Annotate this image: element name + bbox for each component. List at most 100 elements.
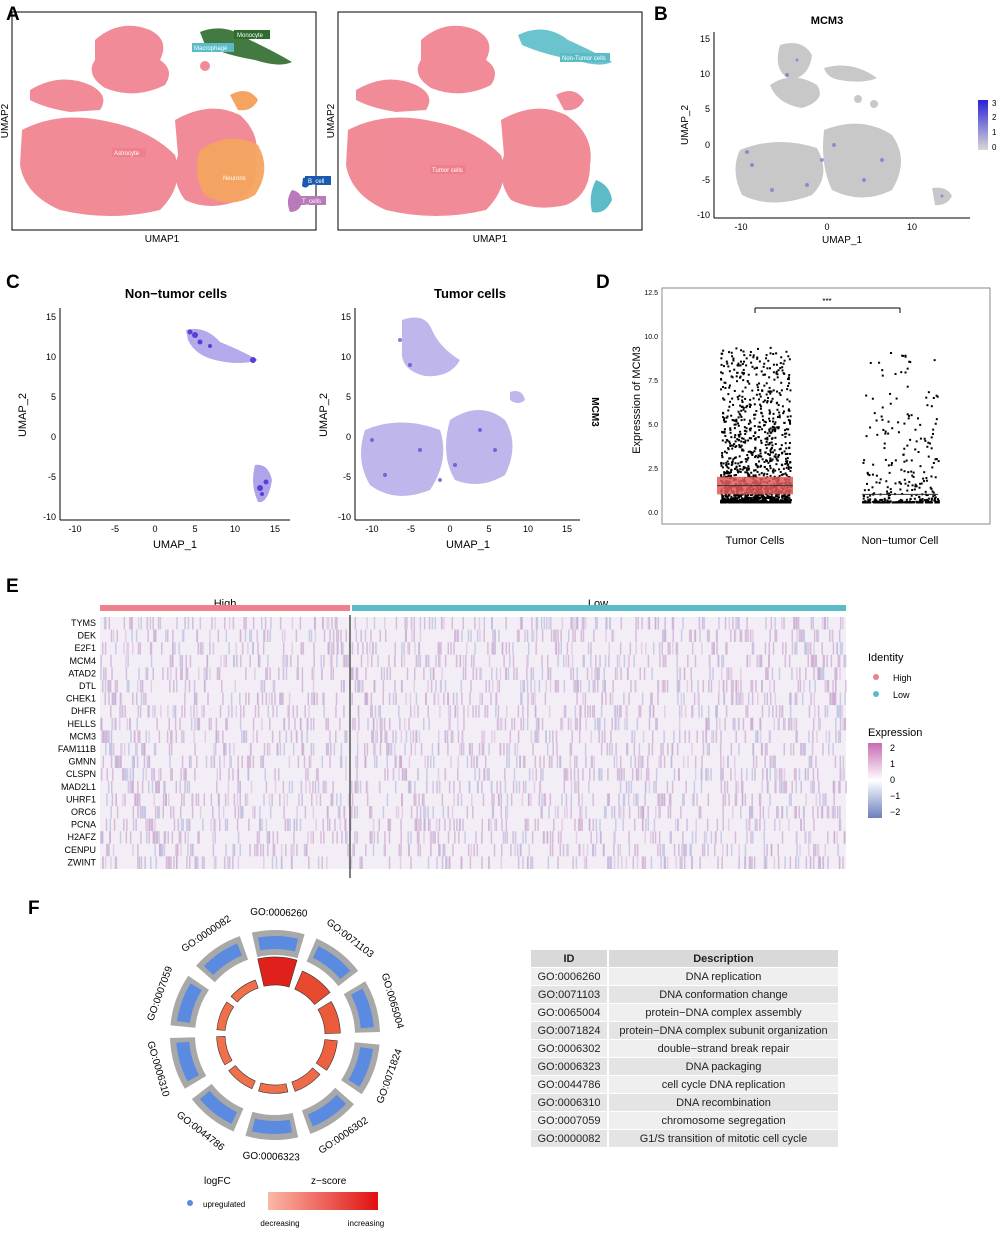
e-heat-cell [190,705,192,718]
d-point-tumor [759,407,762,410]
e-heat-cell [295,629,298,643]
e-heat-cell [110,654,112,668]
e-heat-cell [723,692,726,706]
d-point-nontumor [881,499,884,502]
e-heat-cell [413,629,415,643]
d-point-tumor [769,474,772,477]
e-heat-cell [831,692,834,706]
e-heat-cell [331,642,333,655]
e-heat-cell [347,793,350,806]
e-heat-row [100,692,846,706]
e-heat-cell [587,705,589,718]
e-heat-cell [274,780,277,794]
e-heat-cell [763,818,766,832]
d-point-tumor [752,356,755,359]
e-heat-cell [504,717,507,731]
d-point-nontumor [912,501,915,504]
e-heat-cell [767,667,769,680]
e-heat-cell [722,793,724,806]
e-heat-cell [125,629,127,643]
e-heat-cell [411,629,413,643]
d-point-tumor [779,362,782,365]
f-table-row: GO:0006323 DNA packaging [531,1057,838,1076]
e-heat-cell [802,806,805,819]
e-heat-cell [490,818,492,832]
e-heat-cell [447,642,450,655]
e-heat-cell [323,831,325,844]
e-heat-cell [792,743,795,756]
e-heat-cell [843,768,845,781]
d-point-nontumor [871,473,874,476]
d-point-tumor [761,415,764,418]
d-point-tumor [784,495,787,498]
d-point-tumor [757,436,760,439]
e-heat-cell [813,818,815,832]
e-heat-cell [822,654,825,668]
e-heat-cell [481,730,483,743]
d-point-tumor [723,428,726,431]
d-point-tumor [767,443,770,446]
e-heat-cell [237,856,240,869]
e-heat-cell [672,617,674,630]
d-point-tumor [758,360,761,363]
e-heat-cell [609,617,611,630]
e-heat-cell [680,705,683,718]
e-heat-cell [129,831,132,844]
e-heat-cell [409,705,412,718]
e-heat-cell [476,780,479,794]
e-heat-cell [157,617,160,630]
e-heat-cell [824,843,827,857]
e-heat-cell [596,667,598,680]
d-point-nontumor [865,394,868,397]
e-heat-cell [604,654,607,668]
e-heat-cell [804,768,807,781]
e-heat-cell [685,843,688,857]
e-heat-cell [106,768,108,781]
d-point-nontumor [926,404,929,407]
e-heat-cell [569,743,572,756]
e-heat-cell [431,743,434,756]
f-ring-logfc [348,1047,374,1087]
d-point-tumor [771,444,774,447]
d-point-nontumor [884,432,887,435]
e-heat-cell [427,680,429,693]
e-heat-cell [579,680,582,693]
e-heat-cell [137,780,139,794]
e-heat-cell [544,692,547,706]
e-heat-cell [312,680,315,693]
d-point-nontumor [862,461,865,464]
e-heat-cell [801,629,803,643]
e-heat-cell [592,843,594,857]
e-heat-cell [339,793,342,806]
e-heat-cell [304,806,307,819]
d-point-tumor [742,379,745,382]
e-heat-cell [640,642,643,655]
d-point-tumor [764,431,767,434]
e-heat-cell [582,768,584,781]
e-heat-cell [478,617,481,630]
e-heat-cell [364,755,367,769]
e-heat-cell [811,743,814,756]
e-heat-cell [116,680,118,693]
e-heat-cell [100,831,102,844]
e-gene-label: UHRF1 [66,794,96,804]
d-point-tumor [754,474,757,477]
e-heat-cell [378,818,381,832]
d-point-tumor [758,429,761,432]
e-heat-cell [173,680,175,693]
e-heat-cell [592,680,594,693]
e-heat-cell [403,654,406,668]
d-point-tumor [761,501,764,504]
d-point-nontumor [873,492,876,495]
d-point-tumor [755,496,758,499]
d-point-tumor [743,418,746,421]
d-point-nontumor [871,397,874,400]
e-heat-cell [538,780,541,794]
e-heat-cell [169,730,172,743]
e-heat-cell [299,818,302,832]
d-point-tumor [774,436,777,439]
e-heat-cell [615,743,617,756]
f-table-header: ID Description [531,950,838,968]
e-heat-cell [593,629,595,643]
e-heat-cell [659,806,661,819]
